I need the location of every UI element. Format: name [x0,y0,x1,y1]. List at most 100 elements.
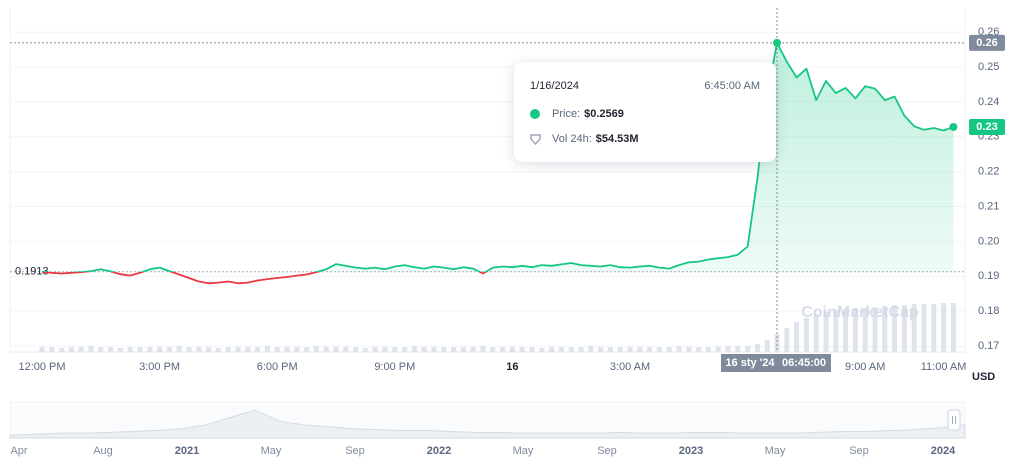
volume-bar [343,347,349,352]
volume-bar [656,347,662,352]
navigator-label: Aug [93,445,113,457]
volume-bar [764,340,770,352]
volume-bar [647,347,653,352]
volume-label: Vol 24h: [552,133,592,145]
y-tick-label: 0.19 [978,270,999,282]
last-price-label: 0.23 [976,121,997,133]
crosshair-x-time: 06:45:00 [782,357,826,369]
price-value: $0.2569 [584,108,624,120]
price-label: Price: [552,108,581,120]
navigator-area [9,409,966,439]
x-tick-label: 16 [506,361,518,373]
volume-bar [696,347,702,352]
volume-bar [882,306,888,352]
volume-bar [166,347,172,352]
volume-bar [313,346,319,352]
volume-bar [754,344,760,352]
y-tick-label: 0.20 [978,235,999,247]
volume-bar [294,347,300,352]
volume-bar [607,347,613,352]
navigator-label: 2023 [679,445,703,457]
navigator-label: Apr [10,445,27,457]
baseline-label: 0.1913 [15,266,49,278]
x-tick-label: 9:00 AM [845,361,885,373]
volume-bar [451,347,457,352]
navigator-label: Sep [849,445,869,457]
volume-bar [676,346,682,352]
volume-bar [686,347,692,352]
last-price-badge [969,118,1005,135]
volume-bar [157,347,163,352]
x-tick-label: 6:00 PM [257,361,298,373]
volume-bar [431,347,437,352]
navigator-handle[interactable] [947,409,961,431]
volume-bar [402,347,408,352]
crosshair-x-badge [721,354,831,372]
volume-bar [392,347,398,352]
volume-bar [353,347,359,352]
volume-bar [490,347,496,352]
tooltip: 1/16/2024 6:45:00 AM Price: $0.2569 Vol 24… [514,62,776,162]
price-area [84,42,954,272]
volume-bar [98,347,104,352]
volume-bar [823,312,829,352]
crosshair-x-date: 16 sty '24 [725,357,775,369]
volume-icon [530,133,541,145]
volume-bar [176,346,182,352]
volume-bar [284,347,290,352]
navigator-label: May [261,445,282,457]
volume-bar [627,347,633,352]
volume-bar [617,347,623,352]
volume-bar [519,347,525,352]
volume-bar [715,347,721,352]
volume-bar [88,346,94,352]
volume-bar [78,347,84,352]
hover-point [773,38,781,47]
volume-bar [421,347,427,352]
volume-bar [49,347,55,352]
volume-bar [255,347,261,352]
volume-bar [578,347,584,352]
navigator-label: 2022 [427,445,451,457]
volume-bar [803,318,809,352]
volume-bar [108,347,114,352]
y-tick-label: 0.24 [978,96,999,108]
navigator-label: Sep [597,445,617,457]
volume-bar [568,347,574,352]
volume-bar [411,346,417,352]
volume-bar [215,348,221,352]
volume-bar [911,304,917,352]
navigator-label: Sep [345,445,365,457]
volume-bar [500,347,506,352]
x-tick-label: 12:00 PM [18,361,65,373]
volume-bar [470,347,476,352]
volume-bar [372,347,378,352]
volume-bar [558,347,564,352]
volume-bar [784,328,790,352]
volume-bar [186,347,192,352]
volume-bar [813,314,819,352]
volume-bar [901,305,907,352]
volume-bar [637,347,643,352]
volume-bar [892,305,898,352]
volume-bar [68,347,74,352]
volume-bar [460,347,466,352]
volume-bar [872,307,878,352]
volume-bar [117,348,123,352]
volume-bar [862,308,868,352]
volume-bar [529,347,535,352]
x-tick-label: 3:00 PM [139,361,180,373]
volume-bar [549,347,555,352]
x-tick-label: 9:00 PM [374,361,415,373]
navigator-label: May [765,445,786,457]
crosshair-y-badge [969,34,1005,51]
volume-bar [196,347,202,352]
last-point [949,122,958,131]
volume-bar [304,347,310,352]
x-tick-label: 3:00 AM [610,361,650,373]
volume-bar [774,334,780,352]
unit-label: USD [972,371,995,383]
volume-bar [941,303,947,352]
